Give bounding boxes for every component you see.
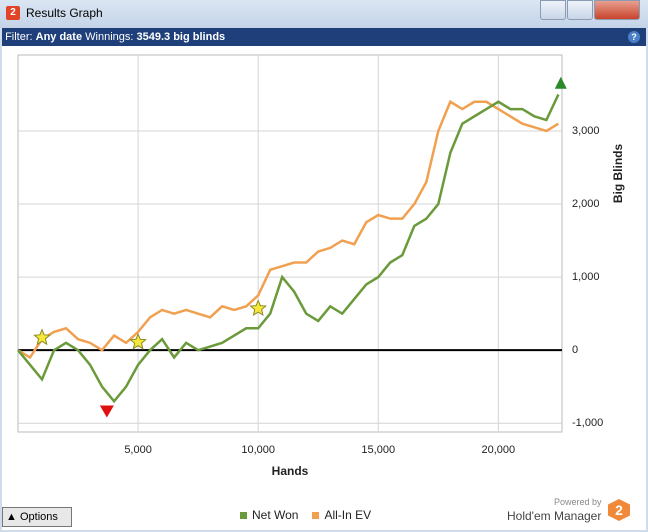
legend-swatch bbox=[240, 512, 247, 519]
title-bar: 2 Results Graph bbox=[0, 0, 648, 28]
y-axis-label: Big Blinds bbox=[611, 144, 625, 204]
chart-area: 5,000 10,000 15,000 20,000 -1,000 0 1,000 2,000… bbox=[2, 46, 646, 530]
legend-label: All-In EV bbox=[324, 508, 372, 522]
help-button[interactable]: ? bbox=[628, 31, 640, 43]
star-marker bbox=[249, 299, 268, 317]
max-marker bbox=[554, 76, 567, 89]
winnings-value: 3549.3 big blinds bbox=[136, 31, 226, 43]
brand: Hold'em Manager bbox=[507, 509, 602, 523]
series-line bbox=[17, 93, 560, 404]
star-marker bbox=[33, 328, 51, 346]
window-title: Results Graph bbox=[26, 6, 103, 20]
minimize-button[interactable] bbox=[540, 0, 566, 20]
app-icon: 2 bbox=[6, 6, 20, 20]
options-button[interactable]: ▲ Options bbox=[2, 507, 72, 527]
x-tick-label: 15,000 bbox=[361, 444, 395, 456]
chart: 5,000 10,000 15,000 20,000 -1,000 0 1,000 2,000… bbox=[17, 54, 625, 478]
filter-bar: Filter: Any date Winnings: 3549.3 big bl… bbox=[2, 28, 646, 46]
winnings-label: Winnings: bbox=[85, 31, 134, 43]
legend-swatch bbox=[312, 512, 320, 519]
brand-logo: 2 bbox=[608, 499, 630, 521]
legend: Net Won All-In EV bbox=[240, 508, 385, 522]
legend-item: All-In EV bbox=[312, 508, 371, 522]
y-tick-label: -1,000 bbox=[572, 417, 603, 429]
x-tick-label: 20,000 bbox=[482, 444, 516, 456]
plot-border bbox=[17, 54, 563, 433]
x-tick-label: 5,000 bbox=[124, 444, 152, 456]
min-marker bbox=[99, 405, 114, 418]
series-line bbox=[17, 99, 560, 360]
x-tick-label: 10,000 bbox=[241, 444, 275, 456]
legend-label: Net Won bbox=[252, 508, 299, 522]
maximize-button[interactable] bbox=[567, 0, 593, 20]
filter-date[interactable]: Any date bbox=[35, 31, 83, 43]
y-tick-label: 2,000 bbox=[572, 198, 600, 210]
star-marker bbox=[129, 332, 147, 350]
y-tick-label: 0 bbox=[572, 344, 578, 356]
legend-item: Net Won bbox=[240, 508, 298, 522]
powered-by: Powered by bbox=[554, 497, 602, 507]
x-axis-label: Hands bbox=[272, 464, 309, 478]
filter-label: Filter: bbox=[5, 31, 33, 43]
options-label: Options bbox=[20, 511, 58, 523]
y-tick-label: 3,000 bbox=[572, 125, 600, 137]
close-button[interactable] bbox=[594, 0, 640, 20]
y-tick-label: 1,000 bbox=[572, 271, 600, 283]
